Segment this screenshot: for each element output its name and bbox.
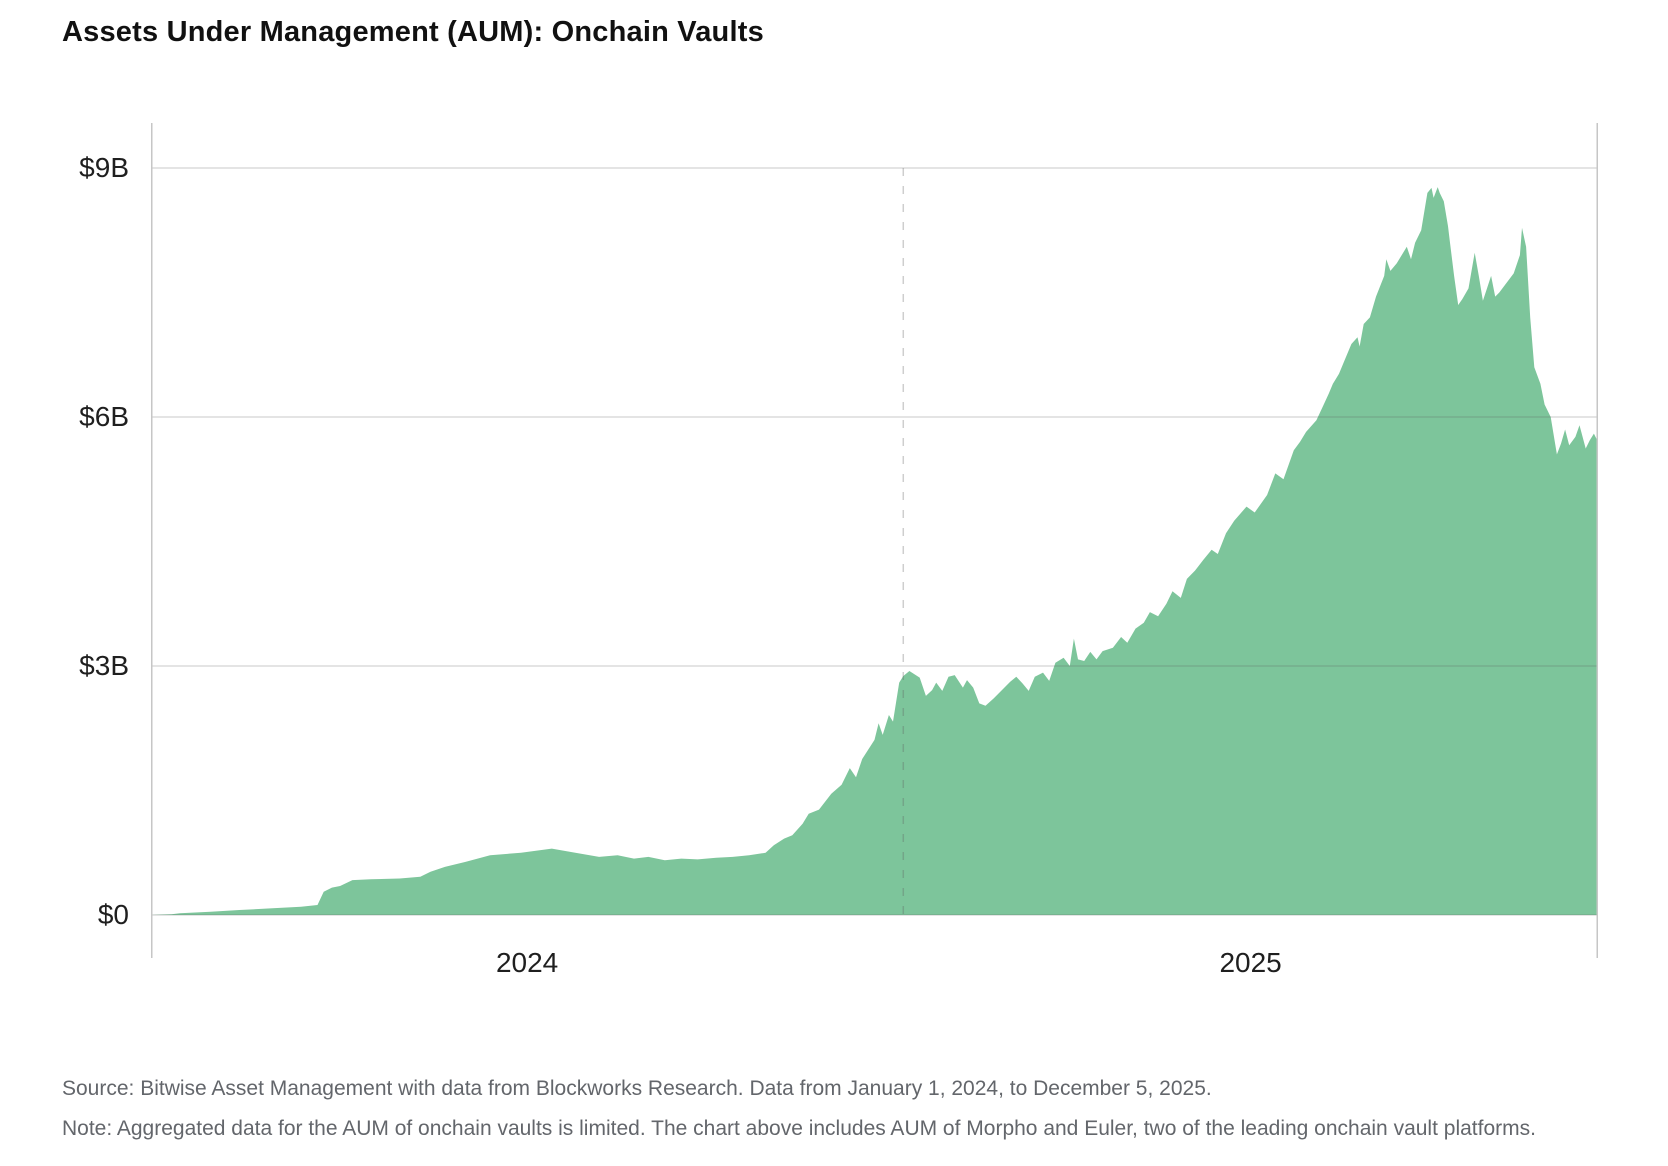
y-axis-tick-label: $3B <box>79 650 129 681</box>
note-text: Note: Aggregated data for the AUM of onc… <box>62 1117 1536 1140</box>
chart-title: Assets Under Management (AUM): Onchain V… <box>62 16 764 48</box>
plot-svg <box>151 123 1598 958</box>
area-series <box>151 187 1598 916</box>
y-axis-tick-label: $9B <box>79 152 129 183</box>
chart-footnotes: Source: Bitwise Asset Management with da… <box>62 1069 1536 1149</box>
source-text: Source: Bitwise Asset Management with da… <box>62 1077 1212 1100</box>
aum-area-chart: $0 $3B $6B $9B 2024 2025 <box>79 123 1598 978</box>
y-axis-tick-label: $0 <box>97 899 129 930</box>
x-axis-tick-label: 2024 <box>495 947 559 978</box>
x-axis-tick-label: 2025 <box>1219 947 1282 978</box>
y-axis-tick-label: $6B <box>79 401 129 432</box>
